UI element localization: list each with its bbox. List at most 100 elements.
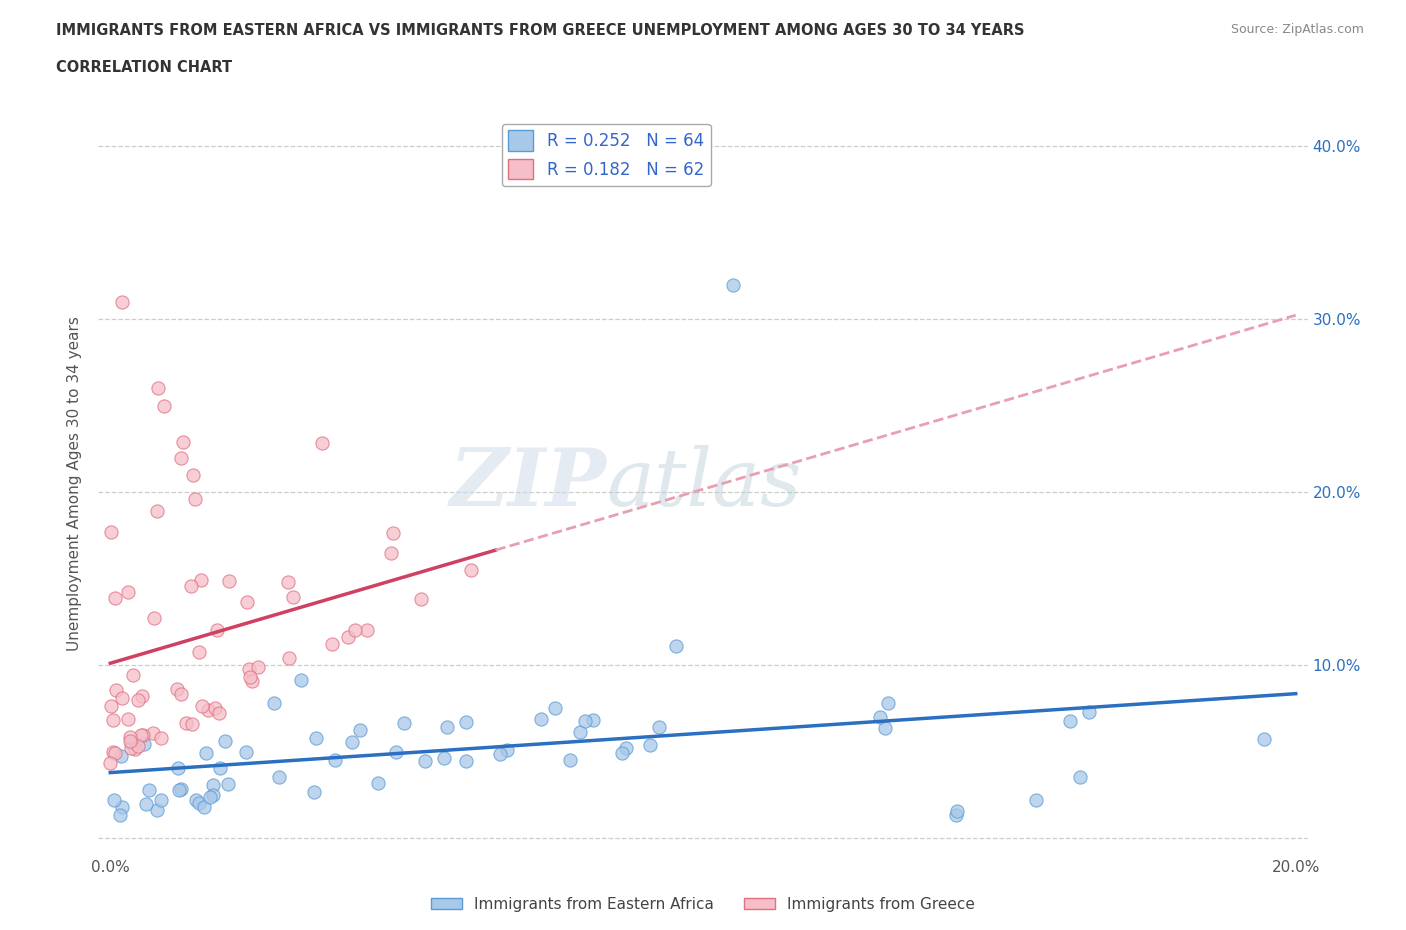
Point [170, 450, 193, 465]
Point [202, 777, 225, 792]
Point [529, 712, 551, 727]
Point [337, 630, 360, 644]
Point [101, 745, 124, 760]
Point [432, 751, 454, 765]
Point [170, 686, 193, 701]
Point [149, 730, 172, 745]
Point [305, 731, 328, 746]
Point [612, 745, 634, 760]
Point [946, 804, 969, 818]
Point [380, 546, 402, 561]
Point [131, 688, 153, 703]
Point [614, 740, 637, 755]
Point [184, 491, 207, 506]
Point [104, 683, 127, 698]
Point [311, 435, 333, 450]
Point [142, 611, 165, 626]
Text: ZIP: ZIP [450, 445, 606, 523]
Point [100, 525, 122, 539]
Point [217, 777, 239, 791]
Point [349, 723, 371, 737]
Point [558, 753, 581, 768]
Point [149, 792, 172, 807]
Point [120, 730, 142, 745]
Point [356, 623, 378, 638]
Point [340, 735, 363, 750]
Point [238, 661, 260, 676]
Y-axis label: Unemployment Among Ages 30 to 34 years: Unemployment Among Ages 30 to 34 years [67, 316, 83, 651]
Point [218, 574, 240, 589]
Point [174, 716, 197, 731]
Point [665, 639, 688, 654]
Point [1069, 770, 1091, 785]
Point [120, 741, 142, 756]
Point [290, 672, 312, 687]
Point [110, 749, 132, 764]
Point [180, 716, 202, 731]
Point [169, 782, 191, 797]
Point [129, 728, 152, 743]
Point [193, 800, 215, 815]
Point [460, 562, 482, 577]
Point [195, 746, 218, 761]
Point [489, 747, 512, 762]
Point [436, 720, 458, 735]
Point [200, 790, 222, 804]
Point [120, 734, 142, 749]
Point [267, 770, 290, 785]
Point [454, 715, 477, 730]
Point [1025, 793, 1047, 808]
Point [1078, 705, 1101, 720]
Text: atlas: atlas [606, 445, 801, 523]
Point [873, 721, 896, 736]
Point [277, 651, 299, 666]
Point [574, 714, 596, 729]
Point [209, 760, 232, 775]
Point [246, 659, 269, 674]
Point [283, 590, 305, 604]
Point [343, 622, 366, 637]
Point [197, 702, 219, 717]
Point [117, 711, 139, 726]
Point [188, 795, 211, 810]
Point [120, 736, 142, 751]
Point [146, 504, 169, 519]
Point [323, 753, 346, 768]
Point [146, 381, 169, 396]
Point [456, 753, 478, 768]
Point [127, 693, 149, 708]
Point [117, 584, 139, 599]
Point [385, 744, 408, 759]
Point [1253, 731, 1275, 746]
Point [98, 756, 121, 771]
Text: Source: ZipAtlas.com: Source: ZipAtlas.com [1230, 23, 1364, 36]
Point [172, 435, 194, 450]
Point [166, 682, 188, 697]
Point [145, 803, 167, 817]
Point [104, 746, 127, 761]
Point [103, 792, 125, 807]
Point [304, 785, 326, 800]
Text: IMMIGRANTS FROM EASTERN AFRICA VS IMMIGRANTS FROM GREECE UNEMPLOYMENT AMONG AGES: IMMIGRANTS FROM EASTERN AFRICA VS IMMIGR… [56, 23, 1025, 38]
Text: CORRELATION CHART: CORRELATION CHART [56, 60, 232, 75]
Point [152, 398, 174, 413]
Point [103, 591, 125, 605]
Point [647, 720, 669, 735]
Point [382, 525, 405, 540]
Point [127, 738, 149, 753]
Point [110, 807, 132, 822]
Point [170, 781, 193, 796]
Point [204, 700, 226, 715]
Point [187, 645, 209, 660]
Point [638, 737, 661, 752]
Point [184, 793, 207, 808]
Point [166, 761, 188, 776]
Point [240, 673, 263, 688]
Point [263, 696, 285, 711]
Point [945, 807, 967, 822]
Point [132, 727, 155, 742]
Point [201, 788, 224, 803]
Point [180, 579, 202, 594]
Point [569, 724, 592, 739]
Point [190, 698, 212, 713]
